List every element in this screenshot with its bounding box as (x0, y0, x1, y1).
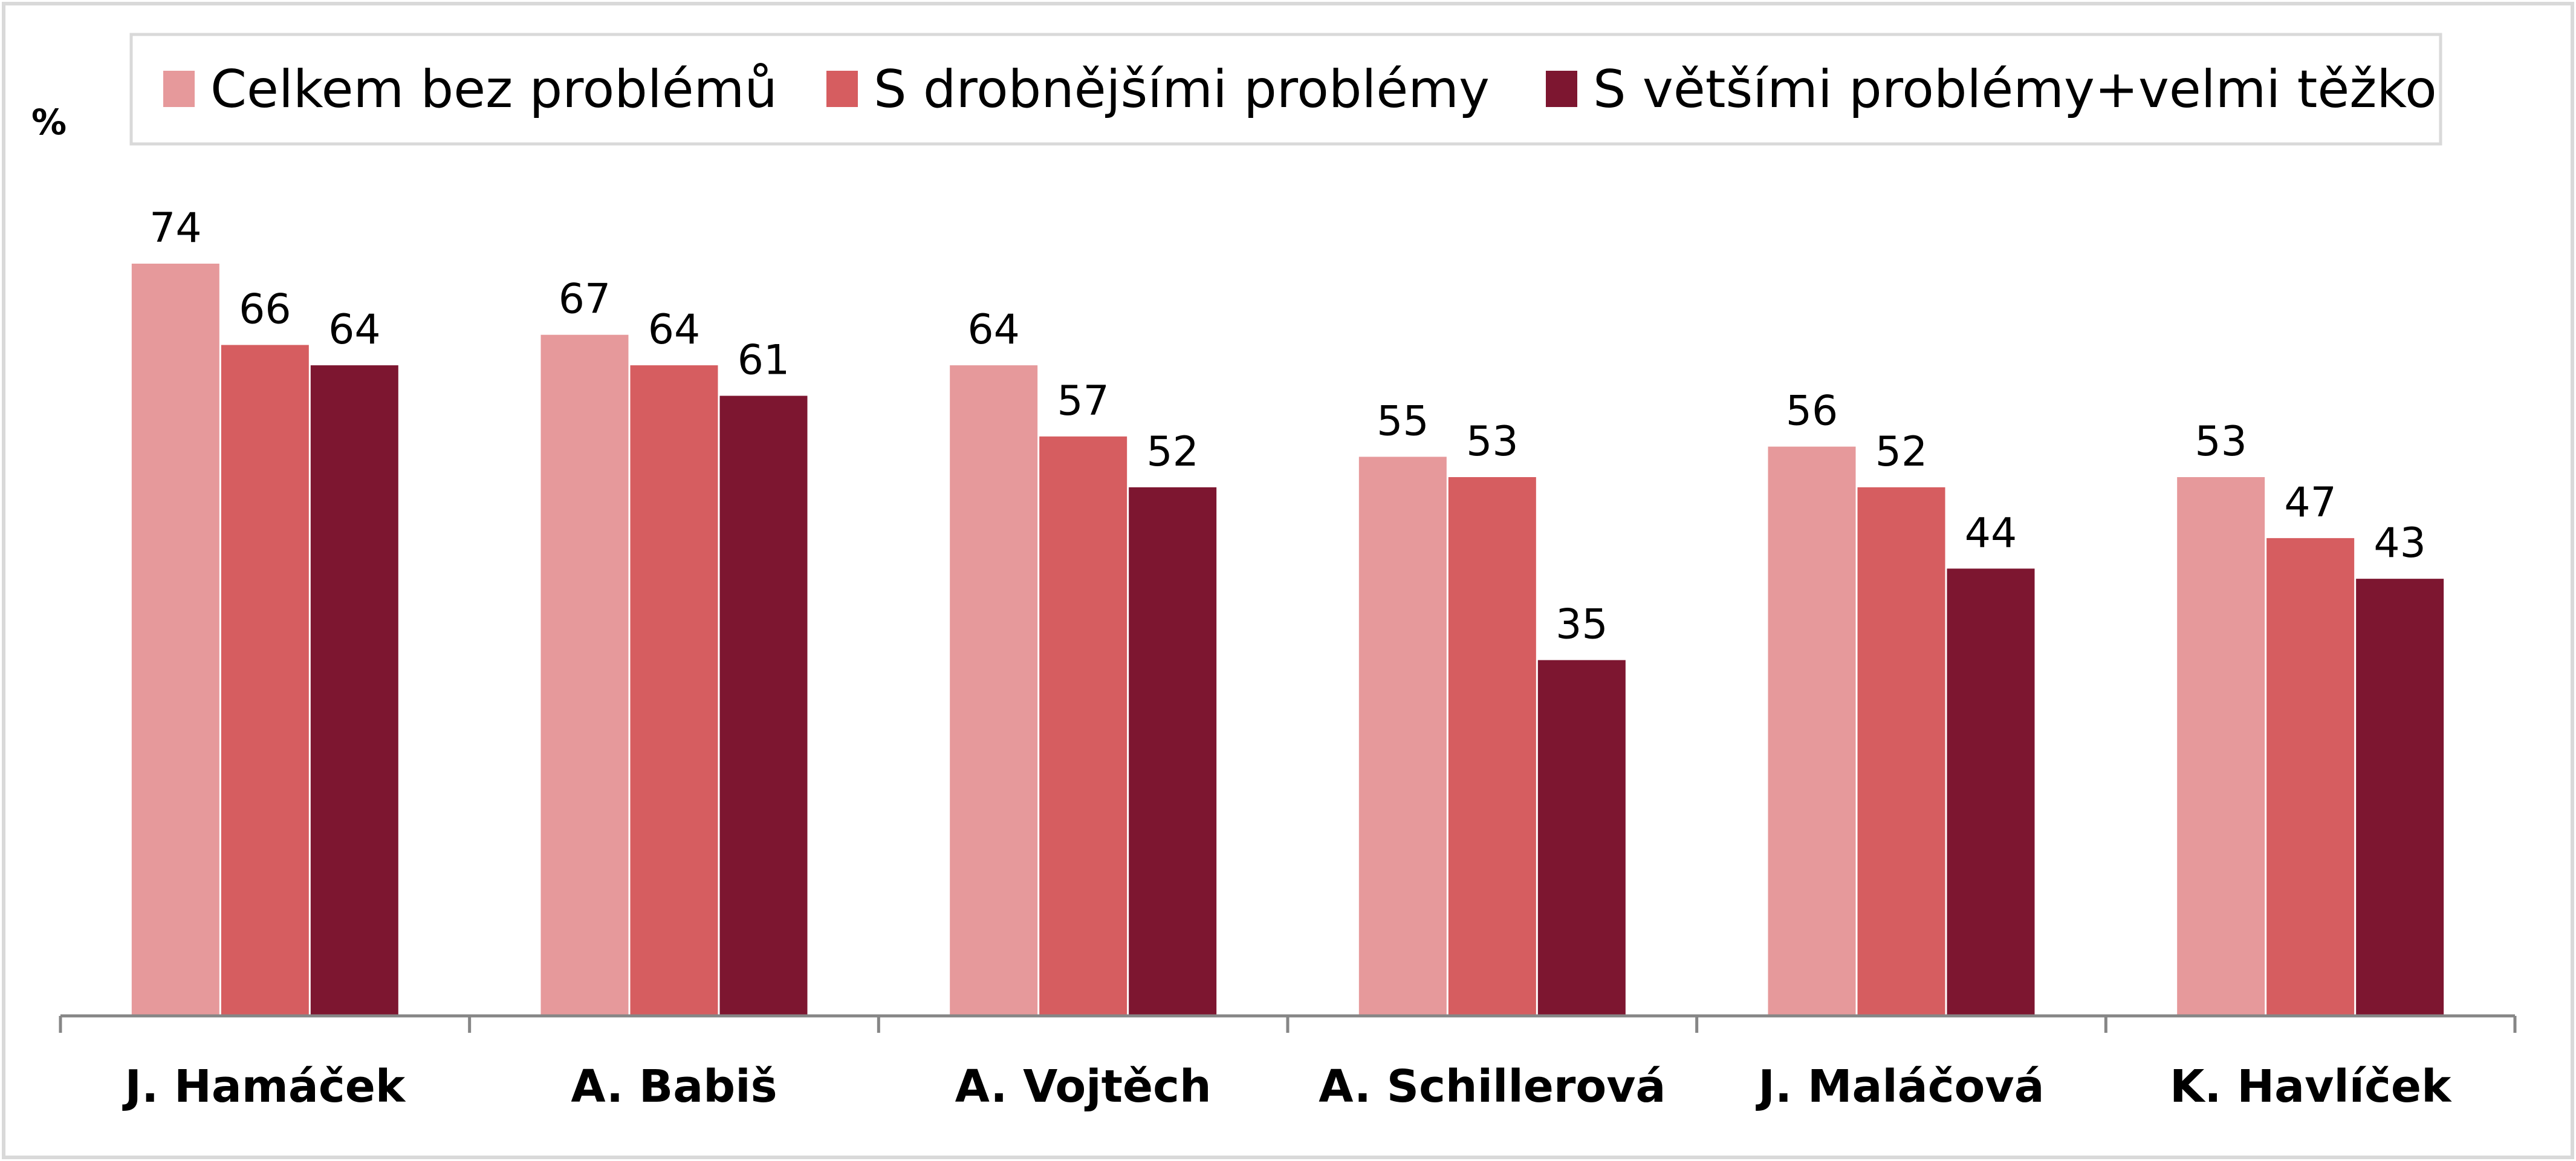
bar-1-1 (630, 365, 718, 1016)
legend-swatch-0 (163, 71, 195, 107)
bar-4-2 (1947, 568, 2035, 1016)
legend-label-0: Celkem bez problémů (210, 59, 777, 120)
category-label-2: A. Vojtěch (955, 1061, 1212, 1113)
bar-3-1 (1448, 477, 1536, 1016)
bar-1-0 (540, 334, 629, 1016)
x-axis-ticks (59, 1016, 2517, 1033)
value-label-0-0: 74 (149, 204, 202, 252)
value-label-3-1: 53 (1466, 418, 1519, 466)
bars-layer (131, 264, 2444, 1016)
value-label-5-2: 43 (2373, 519, 2426, 567)
bar-3-2 (1537, 660, 1626, 1016)
bar-3-0 (1358, 457, 1447, 1016)
value-label-4-1: 52 (1875, 428, 1928, 476)
bar-4-1 (1857, 487, 1945, 1016)
value-label-1-0: 67 (559, 276, 611, 324)
category-labels-layer: J. Hamáček A. Babiš A. Vojtěch A. Schillero… (122, 1061, 2453, 1113)
legend-swatch-2 (1546, 71, 1577, 107)
value-label-5-0: 53 (2195, 418, 2247, 466)
value-label-3-0: 55 (1377, 397, 1429, 445)
category-label-4: J. Maláčová (1755, 1061, 2044, 1113)
y-unit-label: % (31, 102, 67, 143)
value-label-4-2: 44 (1965, 509, 2017, 557)
value-labels-layer: 74 66 64 67 64 61 64 57 52 55 53 35 56 52 44 53 47 43 (149, 204, 2426, 649)
category-label-1: A. Babiš (571, 1061, 777, 1113)
bar-2-1 (1039, 436, 1127, 1016)
value-label-4-0: 56 (1786, 388, 1838, 435)
value-label-2-2: 52 (1146, 428, 1199, 476)
value-label-1-2: 61 (738, 337, 790, 385)
legend-frame (129, 33, 2442, 146)
bar-4-0 (1768, 446, 1856, 1016)
bar-2-2 (1129, 487, 1217, 1016)
legend-swatch-1 (826, 71, 858, 107)
value-label-5-1: 47 (2284, 479, 2337, 527)
bar-1-2 (719, 395, 808, 1016)
value-label-2-0: 64 (967, 306, 1020, 354)
legend-label-1: S drobnějšími problémy (874, 59, 1490, 120)
bar-5-0 (2177, 477, 2265, 1016)
bar-5-1 (2266, 538, 2355, 1016)
value-label-3-2: 35 (1556, 601, 1608, 649)
value-label-0-1: 66 (239, 285, 291, 333)
bar-0-1 (221, 345, 309, 1016)
category-label-3: A. Schillerová (1319, 1061, 1666, 1113)
bar-0-2 (310, 365, 398, 1016)
legend-label-2: S většími problémy+velmi těžko (1593, 59, 2437, 120)
bar-2-0 (950, 365, 1038, 1016)
category-label-0: J. Hamáček (122, 1061, 406, 1113)
bar-5-2 (2356, 579, 2444, 1016)
value-label-0-2: 64 (328, 306, 381, 354)
bar-0-0 (131, 264, 219, 1016)
value-label-1-1: 64 (648, 306, 701, 354)
category-label-5: K. Havlíček (2170, 1061, 2452, 1113)
value-label-2-1: 57 (1057, 377, 1109, 425)
legend: Celkem bez problémů S drobnějšími problé… (129, 33, 2442, 146)
